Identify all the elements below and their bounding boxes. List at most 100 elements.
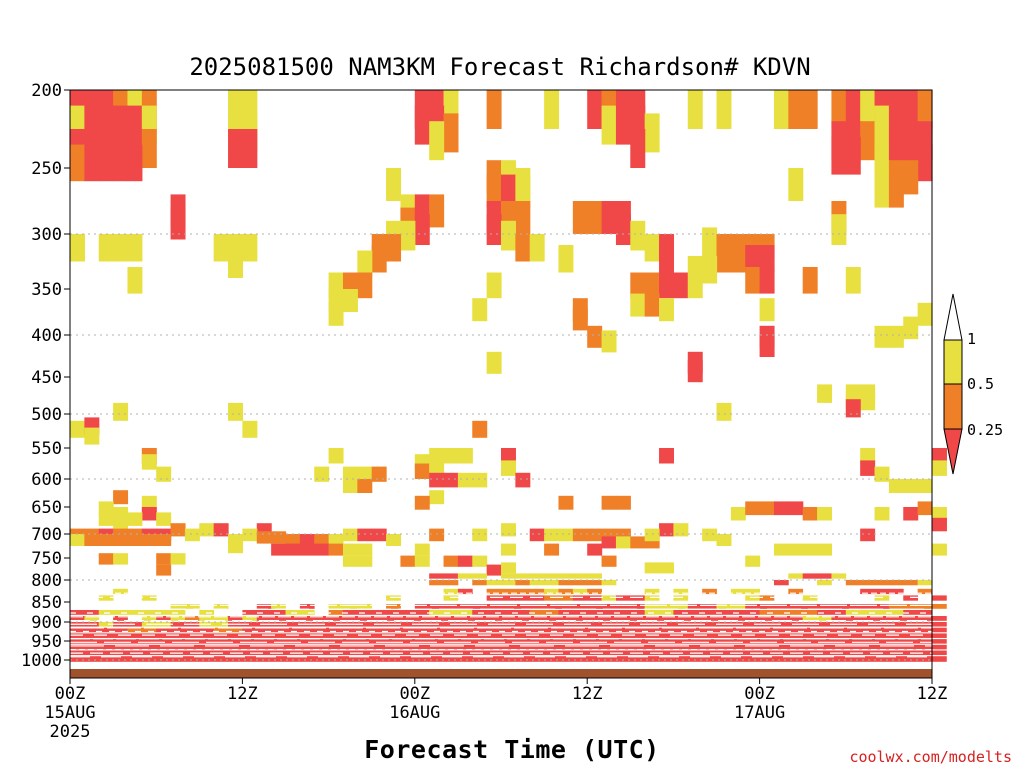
ri-cell: [587, 543, 603, 556]
ri-cell: [357, 250, 373, 278]
ri-band-cell: [501, 588, 531, 595]
ri-cell: [587, 201, 603, 234]
ri-cell: [213, 523, 229, 537]
ri-cell: [98, 512, 114, 526]
ri-band-cell: [817, 604, 847, 609]
ri-cell: [342, 479, 358, 493]
ri-band-cell: [386, 604, 401, 609]
ri-cell: [299, 543, 315, 556]
ri-cell: [644, 113, 660, 153]
ri-cell: [228, 250, 243, 278]
ri-cell: [472, 528, 488, 542]
ri-band-cell: [558, 580, 588, 586]
ri-band-cell: [572, 595, 602, 601]
ri-cell: [314, 534, 330, 546]
ri-band-cell: [644, 588, 660, 595]
ri-cell: [357, 543, 373, 556]
ri-cell: [788, 543, 804, 556]
ri-cell: [615, 214, 631, 245]
ri-cell: [888, 479, 904, 493]
ri-cell: [831, 214, 847, 245]
ri-band-cell: [558, 627, 588, 633]
ri-band-cell: [874, 595, 890, 601]
ri-cell: [860, 90, 876, 129]
ri-band-cell: [515, 580, 531, 586]
ri-cell: [271, 531, 287, 544]
ri-cell: [70, 420, 85, 438]
ri-band-cell: [113, 616, 128, 621]
ri-band-cell: [98, 610, 128, 615]
ri-band-cell: [314, 622, 344, 627]
ri-cell: [630, 536, 646, 549]
ri-band-cell: [429, 622, 459, 627]
ri-cell: [113, 534, 129, 546]
ri-cell: [113, 517, 129, 532]
ri-band-cell: [802, 573, 818, 579]
ri-band-cell: [386, 610, 416, 615]
ri-cell: [702, 256, 718, 284]
ri-band-cell: [457, 573, 488, 579]
ri-cell: [443, 555, 459, 567]
ri-cell: [845, 399, 861, 418]
ri-band-cell: [213, 604, 229, 609]
ri-band-cell: [486, 616, 516, 621]
ri-cell: [917, 302, 933, 326]
y-tick-label: 400: [31, 326, 62, 346]
ri-band-cell: [414, 610, 430, 615]
ri-band-cell: [788, 588, 804, 595]
ri-cell: [659, 562, 674, 574]
ri-cell: [601, 536, 617, 549]
ri-band-cell: [788, 604, 818, 609]
ri-band-cell: [70, 627, 100, 633]
ri-band-cell: [70, 616, 85, 621]
ri-cell: [730, 507, 746, 521]
ri-cell: [141, 507, 157, 521]
ri-cell: [213, 234, 229, 262]
ri-band-cell: [443, 604, 473, 609]
ri-cell: [759, 267, 775, 294]
ri-cell: [917, 479, 933, 493]
ri-cell: [501, 460, 516, 476]
x-tick-label: 00Z: [399, 684, 430, 704]
ri-band-cell: [443, 580, 459, 586]
ri-cell: [659, 523, 674, 537]
ri-band-cell: [70, 644, 947, 650]
ri-cell: [486, 174, 502, 208]
ri-cell: [831, 136, 847, 175]
ri-band-cell: [414, 604, 430, 609]
ri-cell: [328, 543, 344, 556]
ri-band-cell: [888, 622, 919, 627]
plot-frame: [69, 89, 933, 679]
ri-cell: [457, 472, 473, 488]
ri-band-cell: [544, 573, 559, 579]
ri-cell: [687, 272, 703, 299]
ri-band-cell: [515, 595, 545, 601]
ri-cell: [888, 174, 904, 208]
ri-cell: [759, 298, 775, 322]
ri-band-cell: [199, 616, 215, 621]
ri-band-cell: [874, 588, 890, 595]
ri-band-cell: [443, 595, 459, 601]
ri-band-cell: [529, 588, 545, 595]
ri-cell: [874, 325, 890, 348]
ri-cell: [874, 174, 890, 208]
ri-cell: [615, 495, 631, 510]
ri-cell: [400, 220, 416, 251]
ri-band-cell: [702, 627, 732, 633]
ri-band-cell: [400, 616, 430, 621]
ri-band-cell: [371, 616, 401, 621]
ri-band-cell: [759, 595, 775, 601]
ri-band-cell: [730, 627, 760, 633]
ri-cell: [314, 543, 330, 556]
ri-band-cell: [285, 616, 315, 621]
ri-cell: [745, 267, 761, 294]
ri-cell: [687, 90, 703, 129]
ri-cell: [98, 501, 114, 516]
ri-cell: [414, 543, 430, 556]
ri-cell: [70, 534, 85, 546]
ri-band-cell: [759, 627, 789, 633]
ri-cell: [802, 507, 818, 521]
ri-band-cell: [544, 622, 574, 627]
ri-cell: [644, 528, 660, 542]
